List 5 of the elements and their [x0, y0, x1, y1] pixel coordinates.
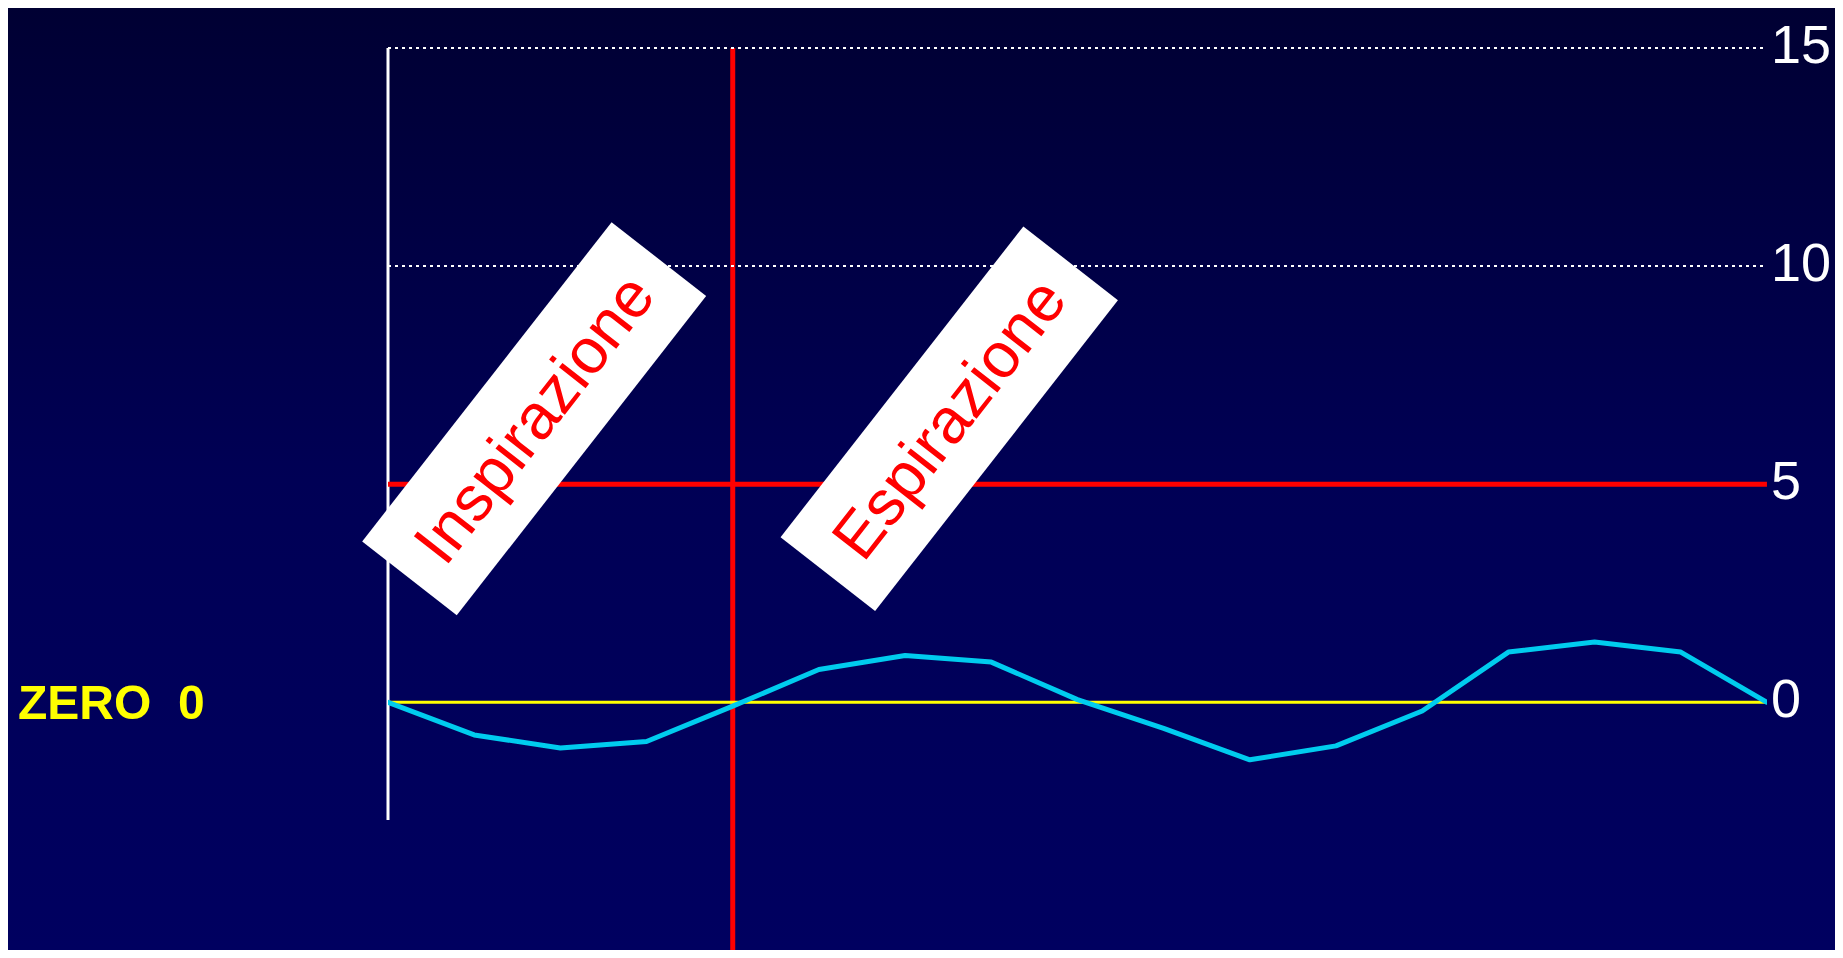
y-tick-label: 15: [1770, 13, 1832, 74]
y-tick-label: 0: [1770, 668, 1801, 729]
y-tick-label: 5: [1770, 450, 1801, 511]
ref-line-label: ZERO 0: [18, 676, 205, 730]
y-tick-label: 10: [1770, 231, 1832, 292]
